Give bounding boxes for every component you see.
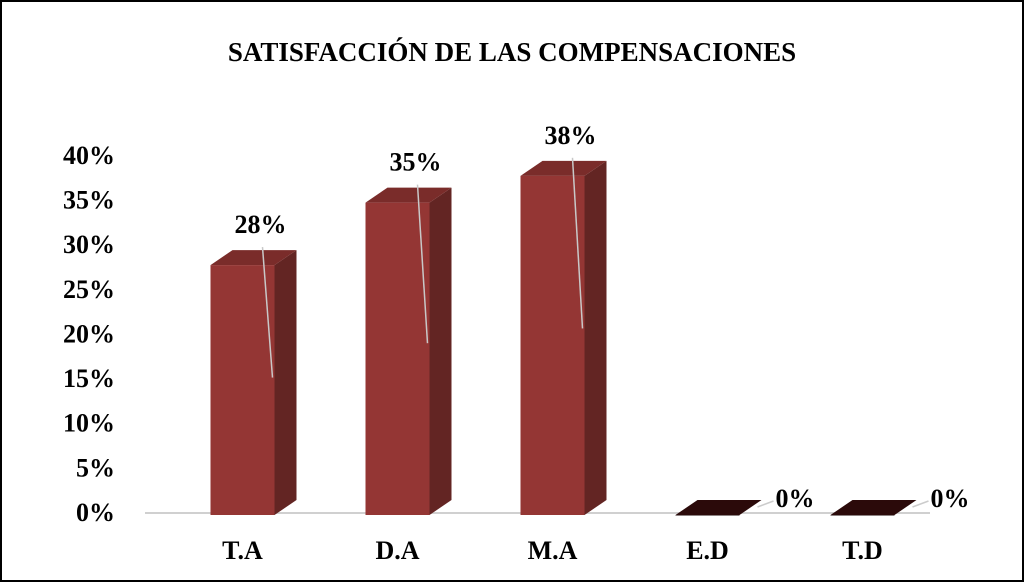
bar-top bbox=[520, 160, 607, 176]
value-label: 0% bbox=[931, 484, 970, 513]
y-tick-label: 5% bbox=[76, 453, 115, 482]
y-tick-label: 10% bbox=[63, 409, 115, 438]
bar-top bbox=[365, 187, 452, 203]
x-tick-label: D.A bbox=[375, 536, 419, 565]
leader-line bbox=[261, 247, 274, 378]
x-tick-label: M.A bbox=[528, 536, 578, 565]
y-tick-label: 0% bbox=[76, 498, 115, 527]
y-tick-label: 30% bbox=[63, 230, 115, 259]
bar bbox=[675, 515, 740, 516]
bar bbox=[365, 202, 430, 515]
bar bbox=[520, 175, 585, 515]
bar-side bbox=[429, 187, 452, 515]
y-tick-label: 20% bbox=[63, 319, 115, 348]
bar-top bbox=[675, 500, 762, 515]
x-tick-label: E.D bbox=[686, 536, 729, 565]
y-tick-label: 40% bbox=[63, 141, 115, 170]
x-tick-label: T.A bbox=[222, 536, 263, 565]
bar-side bbox=[274, 250, 297, 515]
value-label: 38% bbox=[545, 121, 597, 150]
y-tick-label: 25% bbox=[63, 275, 115, 304]
value-label: 35% bbox=[390, 148, 442, 177]
chart-title: SATISFACCIÓN DE LAS COMPENSACIONES bbox=[228, 37, 796, 67]
bar-top bbox=[210, 250, 297, 266]
value-label: 0% bbox=[776, 484, 815, 513]
bar-top bbox=[830, 500, 917, 515]
bar-side bbox=[584, 160, 607, 515]
leader-line bbox=[757, 500, 774, 508]
y-tick-label: 35% bbox=[63, 186, 115, 215]
leader-line bbox=[912, 500, 929, 508]
x-tick-label: T.D bbox=[842, 536, 883, 565]
leader-line bbox=[571, 157, 584, 329]
bar bbox=[210, 265, 275, 515]
leader-line bbox=[416, 184, 429, 344]
y-tick-label: 15% bbox=[63, 364, 115, 393]
value-label: 28% bbox=[235, 210, 287, 239]
bar bbox=[830, 515, 895, 516]
